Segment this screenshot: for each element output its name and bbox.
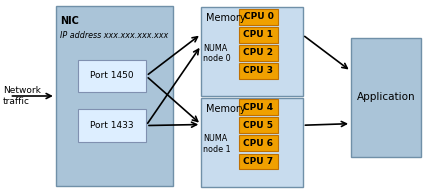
Text: Memory: Memory <box>206 13 245 23</box>
Bar <box>78 109 146 142</box>
Text: NIC: NIC <box>60 16 79 26</box>
Text: NUMA
node 0: NUMA node 0 <box>203 44 231 63</box>
Bar <box>78 60 146 92</box>
Bar <box>56 6 172 186</box>
Text: Port 1433: Port 1433 <box>90 121 134 130</box>
Text: IP address xxx.xxx.xxx.xxx: IP address xxx.xxx.xxx.xxx <box>60 31 168 40</box>
Bar <box>239 45 278 61</box>
Text: CPU 2: CPU 2 <box>244 48 274 57</box>
Text: Memory: Memory <box>206 104 245 114</box>
Text: CPU 0: CPU 0 <box>244 12 274 21</box>
Text: Network
traffic: Network traffic <box>3 86 41 106</box>
Text: NUMA
node 1: NUMA node 1 <box>203 134 231 154</box>
Bar <box>239 9 278 25</box>
Text: CPU 6: CPU 6 <box>244 139 274 148</box>
Bar <box>201 7 302 96</box>
Text: CPU 3: CPU 3 <box>244 66 274 75</box>
Text: CPU 7: CPU 7 <box>244 157 274 166</box>
Bar <box>239 117 278 133</box>
Text: CPU 1: CPU 1 <box>244 30 274 39</box>
Bar <box>239 99 278 115</box>
Text: Application: Application <box>357 92 415 102</box>
Bar <box>239 27 278 43</box>
Bar <box>239 154 278 169</box>
Bar <box>201 98 302 187</box>
Bar <box>351 38 422 157</box>
Text: CPU 5: CPU 5 <box>244 121 274 130</box>
Text: CPU 4: CPU 4 <box>244 103 274 112</box>
Bar <box>239 136 278 151</box>
Text: Port 1450: Port 1450 <box>90 71 134 80</box>
Bar <box>239 63 278 79</box>
